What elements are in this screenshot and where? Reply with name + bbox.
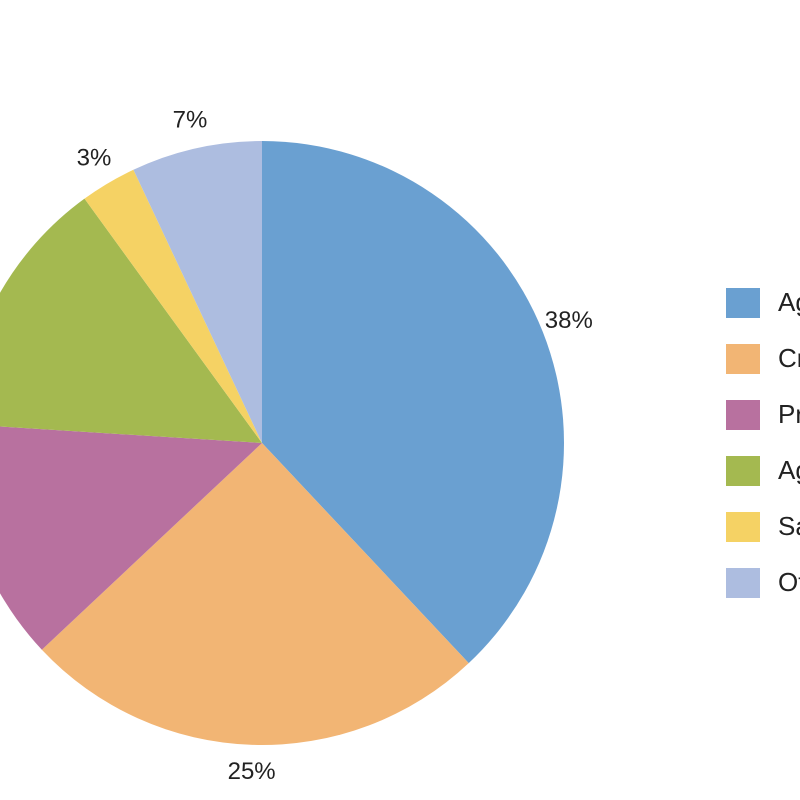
legend-label: Ag	[778, 287, 800, 317]
legend-swatch	[726, 512, 760, 542]
legend-label: Ag	[778, 455, 800, 485]
data-label: 25%	[228, 758, 276, 785]
pie-slice	[0, 426, 262, 650]
legend-swatch	[726, 288, 760, 318]
legend-swatch	[726, 344, 760, 374]
pie-slice	[133, 141, 262, 443]
legend-label: Sa	[778, 511, 800, 541]
legend-label: Cr	[778, 343, 800, 373]
pie-slice	[41, 443, 469, 745]
pie-slice	[262, 141, 564, 664]
pie-slice	[0, 198, 262, 443]
legend-swatch	[726, 456, 760, 486]
data-label: 38%	[545, 307, 593, 334]
pie-slice	[84, 169, 262, 443]
legend-swatch	[726, 400, 760, 430]
data-label: 3%	[77, 144, 112, 171]
legend-label: Ot	[778, 567, 800, 597]
legend-swatch	[726, 568, 760, 598]
legend-label: Pr	[778, 399, 800, 429]
data-label: 7%	[173, 106, 208, 133]
